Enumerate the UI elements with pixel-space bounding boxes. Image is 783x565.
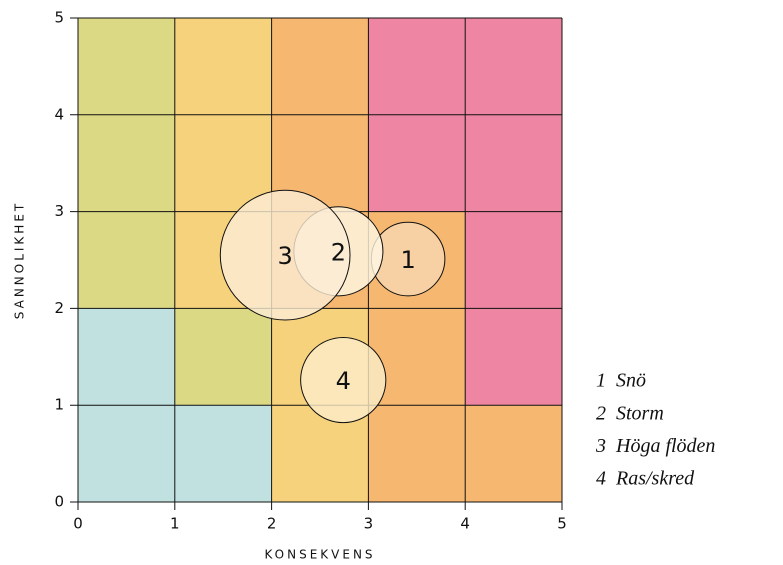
risk-cell — [78, 405, 175, 502]
legend-number: 2 — [596, 402, 606, 424]
bubble-label: 1 — [400, 246, 415, 274]
risk-cell — [174, 114, 272, 212]
risk-cell — [271, 18, 369, 115]
legend-number: 1 — [596, 370, 606, 392]
risk-cell — [465, 211, 562, 309]
x-tick-label: 3 — [364, 515, 374, 533]
risk-cell — [465, 405, 562, 502]
y-tick-label: 5 — [54, 9, 64, 27]
y-tick-label: 2 — [54, 299, 64, 317]
risk-cell — [368, 18, 466, 115]
legend-number: 4 — [596, 468, 606, 490]
bubbles: 1 2 3 4 — [219, 189, 446, 424]
x-tick-label: 0 — [73, 515, 83, 533]
x-tick-label: 5 — [557, 515, 567, 533]
legend-name: Ras/skred — [615, 468, 695, 490]
x-tick-label: 2 — [267, 515, 277, 533]
risk-cell — [174, 405, 272, 502]
y-axis-title: SANNOLIKHET — [13, 201, 27, 319]
y-tick-label: 0 — [54, 493, 64, 511]
bubble — [300, 336, 387, 424]
risk-cell — [78, 211, 175, 309]
legend-number: 3 — [595, 435, 606, 457]
x-axis-title: KONSEKVENS — [264, 548, 375, 562]
risk-cell — [465, 114, 562, 212]
legend-name: Snö — [616, 370, 646, 392]
legend-name: Höga flöden — [615, 435, 715, 457]
x-tick-label: 1 — [170, 515, 180, 533]
risk-cell — [78, 308, 175, 406]
bubble — [219, 189, 351, 321]
risk-cell — [465, 308, 562, 406]
y-tick-label: 4 — [54, 105, 64, 123]
bubble-label: 4 — [336, 367, 351, 395]
bubble-label: 3 — [278, 242, 293, 270]
y-tick-label: 1 — [54, 396, 64, 414]
risk-cell — [465, 18, 562, 115]
risk-cell — [78, 114, 175, 212]
y-tick-label: 3 — [54, 202, 64, 220]
risk-cell — [368, 114, 466, 212]
risk-cell — [368, 405, 466, 502]
legend-name: Storm — [616, 402, 664, 424]
bubble-label: 2 — [331, 238, 346, 266]
risk-cell — [78, 18, 175, 115]
risk-cell — [174, 308, 272, 406]
risk-cell — [174, 18, 272, 115]
x-tick-label: 4 — [460, 515, 470, 533]
